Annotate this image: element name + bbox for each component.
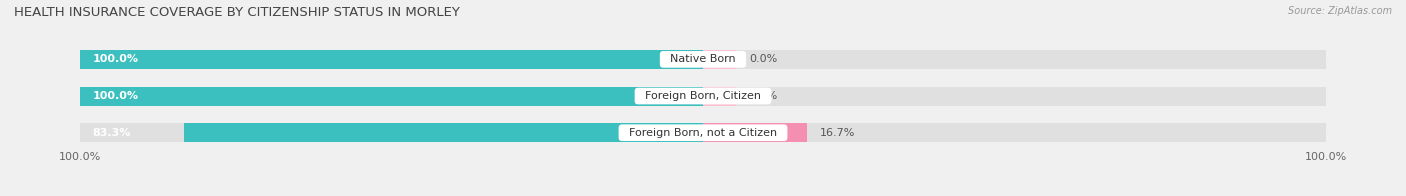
Text: Native Born: Native Born	[664, 54, 742, 64]
Bar	[80, 86, 703, 106]
Text: 100.0%: 100.0%	[93, 54, 139, 64]
Bar	[80, 50, 703, 69]
Text: 83.3%: 83.3%	[93, 128, 131, 138]
Text: 100.0%: 100.0%	[59, 152, 101, 162]
Bar	[703, 123, 1326, 142]
Text: 0.0%: 0.0%	[749, 91, 778, 101]
Text: 0.0%: 0.0%	[749, 54, 778, 64]
Bar	[184, 123, 703, 142]
Bar	[703, 86, 1326, 106]
Text: Source: ZipAtlas.com: Source: ZipAtlas.com	[1288, 6, 1392, 16]
Bar	[80, 50, 703, 69]
Bar	[703, 50, 735, 69]
Bar	[703, 123, 807, 142]
Text: 100.0%: 100.0%	[1305, 152, 1347, 162]
Bar	[703, 86, 735, 106]
Text: HEALTH INSURANCE COVERAGE BY CITIZENSHIP STATUS IN MORLEY: HEALTH INSURANCE COVERAGE BY CITIZENSHIP…	[14, 6, 460, 19]
Text: 16.7%: 16.7%	[820, 128, 856, 138]
Text: Foreign Born, Citizen: Foreign Born, Citizen	[638, 91, 768, 101]
Text: 100.0%: 100.0%	[93, 91, 139, 101]
Bar	[703, 50, 1326, 69]
Bar	[80, 86, 703, 106]
Bar	[80, 123, 703, 142]
Text: Foreign Born, not a Citizen: Foreign Born, not a Citizen	[621, 128, 785, 138]
